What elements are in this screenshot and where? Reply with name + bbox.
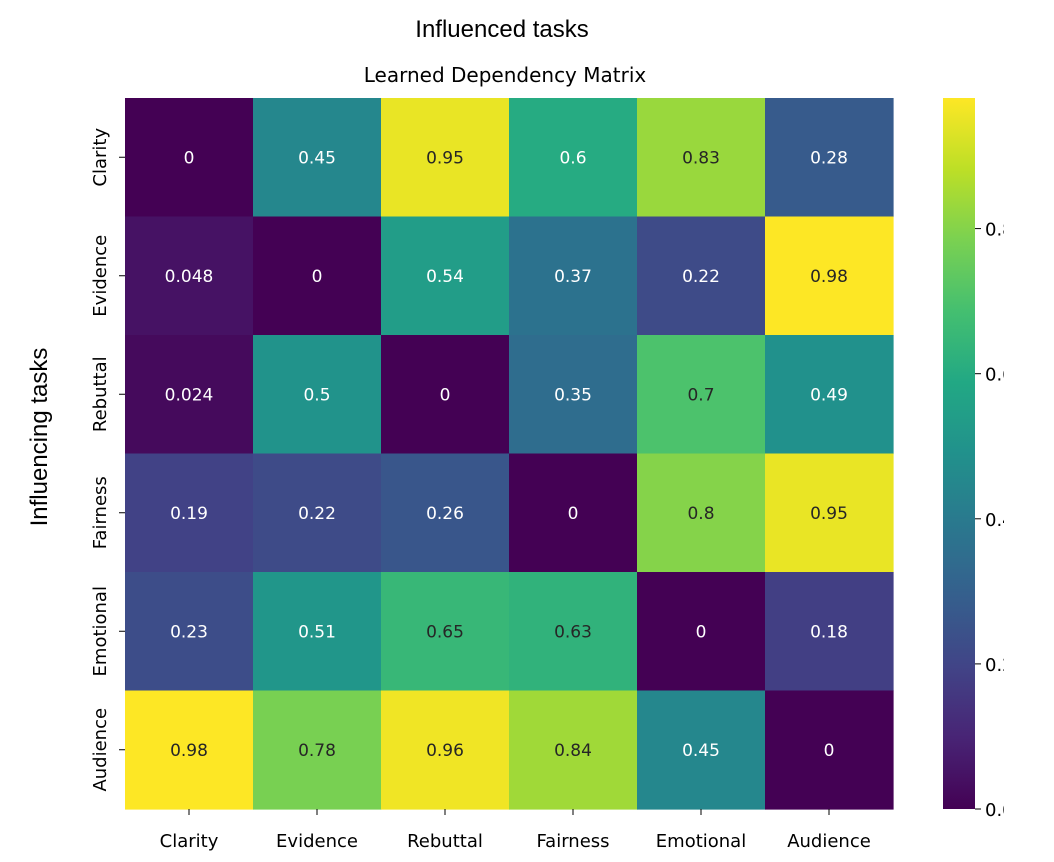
cell-value-label: 0.6: [559, 148, 586, 168]
heatmap-cell: [765, 98, 894, 218]
heatmap-cell: [381, 216, 510, 336]
heatmap-cell: [765, 572, 894, 692]
heatmap-cell: [253, 98, 382, 218]
cell-value-label: 0.95: [426, 148, 464, 168]
cell-value-label: 0.37: [554, 267, 592, 287]
heatmap-chart: Learned Dependency Matrix 0 0.45 0.95 0.6 0.…: [90, 63, 1004, 852]
heatmap-cell: [381, 335, 510, 455]
cell-value-label: 0.23: [170, 622, 208, 642]
heatmap-cell: [637, 572, 766, 692]
heatmap-cell: [253, 216, 382, 336]
cell-value-label: 0.49: [810, 385, 848, 405]
heatmap-cell: [253, 453, 382, 573]
heatmap-cell: [765, 453, 894, 573]
heatmap-cell: [509, 335, 638, 455]
heatmap-cell: [381, 453, 510, 573]
cell-value-label: 0.5: [303, 385, 330, 405]
heatmap-cell: [509, 453, 638, 573]
heatmap-cell: [381, 572, 510, 692]
heatmap-cell: [765, 690, 894, 810]
row-tick-label: Fairness: [90, 476, 111, 549]
colorbar: 0.0 0.2 0.4 0.6 0.8: [943, 98, 1004, 821]
heatmap-cell: [125, 453, 254, 573]
heatmap-cell: [125, 216, 254, 336]
cell-value-label: 0.96: [426, 741, 464, 761]
cell-value-label: 0.65: [426, 622, 464, 642]
colorbar-tick-label: 0.6: [985, 365, 1004, 386]
column-tick-label: Rebuttal: [407, 831, 483, 852]
heatmap-cell: [253, 335, 382, 455]
heatmap-cell-labels: 0 0.45 0.95 0.6 0.83 0.28 0.048 0 0.54 0.37 0.22 0.…: [165, 148, 848, 761]
heatmap-cell: [253, 572, 382, 692]
cell-value-label: 0.45: [298, 148, 336, 168]
cell-value-label: 0.7: [687, 385, 714, 405]
heatmap-cell: [253, 690, 382, 810]
colorbar-tick-label: 0.8: [985, 220, 1004, 241]
cell-value-label: 0.51: [298, 622, 336, 642]
cell-value-label: 0.19: [170, 504, 208, 524]
cell-value-label: 0.83: [682, 148, 720, 168]
cell-value-label: 0: [184, 148, 195, 168]
heatmap-cells: [125, 98, 894, 810]
heatmap-cell: [509, 690, 638, 810]
cell-value-label: 0: [312, 267, 323, 287]
heatmap-cell: [765, 216, 894, 336]
heatmap-cell: [637, 98, 766, 218]
heatmap-cell: [637, 453, 766, 573]
heatmap-cell: [381, 98, 510, 218]
cell-value-label: 0.95: [810, 504, 848, 524]
column-tick-label: Evidence: [276, 831, 358, 852]
heatmap-cell: [125, 572, 254, 692]
cell-value-label: 0.63: [554, 622, 592, 642]
cell-value-label: 0.54: [426, 267, 464, 287]
cell-value-label: 0.35: [554, 385, 592, 405]
cell-value-label: 0.84: [554, 741, 592, 761]
row-tick-label: Emotional: [90, 586, 111, 676]
cell-value-label: 0.26: [426, 504, 464, 524]
column-tick-label: Audience: [787, 831, 871, 852]
cell-value-label: 0.98: [810, 267, 848, 287]
cell-value-label: 0.98: [170, 741, 208, 761]
cell-value-label: 0.22: [298, 504, 336, 524]
row-tick-label: Rebuttal: [90, 356, 111, 432]
cell-value-label: 0: [696, 622, 707, 642]
cell-value-label: 0.22: [682, 267, 720, 287]
row-tick-label: Clarity: [90, 128, 111, 187]
heatmap-cell: [125, 335, 254, 455]
cell-value-label: 0: [824, 741, 835, 761]
cell-value-label: 0.45: [682, 741, 720, 761]
heatmap-cell: [637, 690, 766, 810]
column-tick-label: Clarity: [160, 831, 219, 852]
cell-value-label: 0: [568, 504, 579, 524]
chart-title: Learned Dependency Matrix: [364, 63, 647, 87]
cell-value-label: 0.024: [165, 385, 214, 405]
colorbar-tick-label: 0.4: [985, 510, 1004, 531]
heatmap-cell: [509, 216, 638, 336]
row-tick-labels: Clarity Evidence Rebuttal Fairness Emotional…: [90, 128, 125, 792]
colorbar-gradient: [943, 98, 975, 809]
heatmap-cell: [765, 335, 894, 455]
cell-value-label: 0.8: [687, 504, 714, 524]
heatmap-cell: [125, 98, 254, 218]
heatmap-cell: [509, 98, 638, 218]
column-tick-label: Fairness: [536, 831, 609, 852]
row-tick-label: Audience: [90, 708, 111, 792]
heatmap-cell: [637, 335, 766, 455]
heatmap-cell: [381, 690, 510, 810]
heatmap-cell: [509, 572, 638, 692]
cell-value-label: 0.048: [165, 267, 214, 287]
heatmap-cell: [125, 690, 254, 810]
row-tick-label: Evidence: [90, 235, 111, 317]
colorbar-tick-label: 0.2: [985, 655, 1004, 676]
heatmap-cell: [637, 216, 766, 336]
cell-value-label: 0.28: [810, 148, 848, 168]
cell-value-label: 0.78: [298, 741, 336, 761]
column-tick-labels: Clarity Evidence Rebuttal Fairness Emotional…: [160, 809, 871, 852]
top-axis-title: Influenced tasks: [415, 16, 589, 43]
cell-value-label: 0.18: [810, 622, 848, 642]
column-tick-label: Emotional: [656, 831, 746, 852]
colorbar-tick-label: 0.0: [985, 800, 1004, 821]
cell-value-label: 0: [440, 385, 451, 405]
